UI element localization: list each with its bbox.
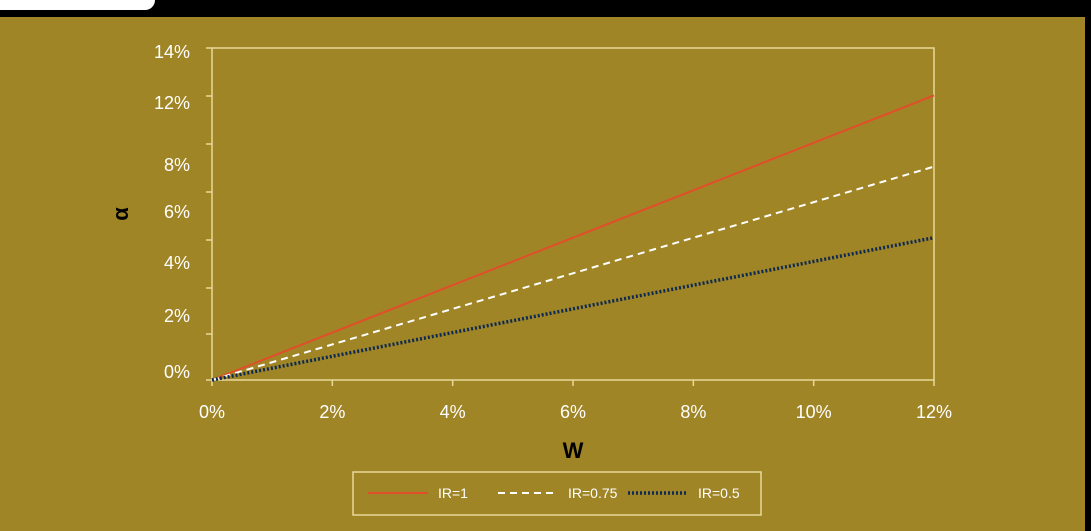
legend: IR=1 IR=0.75 IR=0.5	[352, 471, 762, 516]
y-axis-title: α	[108, 207, 133, 221]
y-tick-label: 6%	[164, 202, 190, 222]
x-tick-label: 6%	[560, 402, 586, 422]
series-line-ir-0-5	[211, 235, 935, 382]
y-tick-label: 14%	[154, 42, 190, 62]
legend-label: IR=0.75	[568, 485, 618, 501]
top-notch	[0, 0, 155, 10]
x-tick-label: 12%	[916, 402, 952, 422]
right-edge	[1085, 14, 1091, 531]
y-tick-label: 4%	[164, 253, 190, 273]
x-tick-label: 8%	[680, 402, 706, 422]
legend-label: IR=1	[438, 485, 468, 501]
series-lines	[211, 94, 935, 382]
x-tick-label: 0%	[199, 402, 225, 422]
y-tick-label: 12%	[154, 93, 190, 113]
series-line-ir-1	[211, 94, 935, 381]
plot-frame	[211, 47, 935, 381]
x-tick-label: 4%	[440, 402, 466, 422]
legend-label: IR=0.5	[698, 485, 740, 501]
x-axis-title: W	[563, 438, 584, 463]
x-tick-label: 2%	[319, 402, 345, 422]
x-axis-ticks: 0% 2% 4% 6% 8% 10% 12%	[199, 380, 952, 422]
y-tick-label: 8%	[164, 155, 190, 175]
top-bar	[0, 0, 1091, 17]
y-tick-label: 2%	[164, 306, 190, 326]
legend-box	[352, 471, 762, 516]
series-line-ir-0-75	[211, 165, 935, 381]
y-axis-ticks: 0% 2% 4% 6% 8% 12% 14%	[154, 42, 212, 382]
plot-area-border	[211, 47, 935, 381]
y-tick-label: 0%	[164, 362, 190, 382]
x-tick-label: 10%	[796, 402, 832, 422]
